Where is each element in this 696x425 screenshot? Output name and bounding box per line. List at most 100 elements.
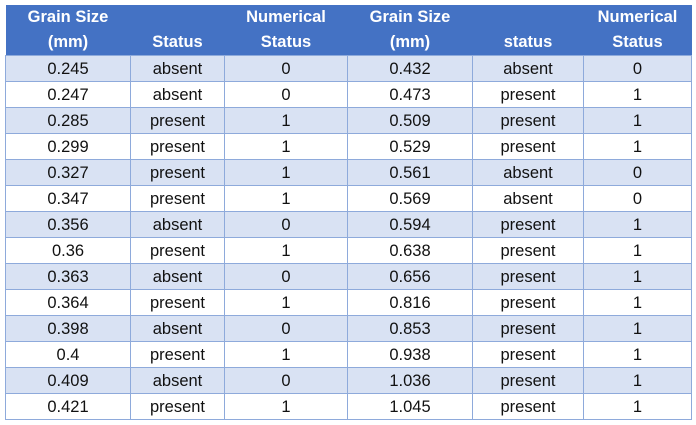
header-line: Status [152, 33, 203, 51]
numerical-status-cell: 1 [583, 341, 692, 368]
table-row: 0.36 present 1 0.638 present 1 [5, 237, 692, 264]
grain-size-cell: 0.509 [347, 107, 473, 134]
numerical-status-cell: 1 [583, 393, 692, 420]
status-cell: present [472, 315, 584, 342]
grain-size-table: Grain Size (mm) Status Numerical Status … [5, 5, 692, 420]
grain-size-cell: 0.816 [347, 289, 473, 316]
numerical-status-cell: 0 [224, 81, 348, 108]
grain-size-cell: 0.36 [5, 237, 131, 264]
grain-size-cell: 0.853 [347, 315, 473, 342]
status-cell: present [130, 159, 225, 186]
header-line: Grain Size [369, 8, 451, 26]
grain-size-cell: 0.363 [5, 263, 131, 290]
grain-size-cell: 0.356 [5, 211, 131, 238]
grain-size-cell: 0.594 [347, 211, 473, 238]
numerical-status-cell: 0 [224, 263, 348, 290]
numerical-status-cell: 0 [583, 185, 692, 212]
table-row: 0.245 absent 0 0.432 absent 0 [5, 55, 692, 82]
numerical-status-cell: 1 [224, 341, 348, 368]
grain-size-cell: 0.245 [5, 55, 131, 82]
grain-size-cell: 0.529 [347, 133, 473, 160]
table-row: 0.247 absent 0 0.473 present 1 [5, 81, 692, 108]
table-row: 0.4 present 1 0.938 present 1 [5, 341, 692, 368]
grain-size-cell: 0.432 [347, 55, 473, 82]
table-row: 0.398 absent 0 0.853 present 1 [5, 315, 692, 342]
grain-size-cell: 0.364 [5, 289, 131, 316]
grain-size-cell: 1.036 [347, 367, 473, 394]
numerical-status-cell: 0 [583, 159, 692, 186]
table-row: 0.347 present 1 0.569 absent 0 [5, 185, 692, 212]
numerical-status-cell: 1 [224, 133, 348, 160]
numerical-status-cell: 1 [583, 81, 692, 108]
table-row: 0.421 present 1 1.045 present 1 [5, 393, 692, 420]
header-line: Status [260, 33, 312, 51]
grain-size-cell: 0.409 [5, 367, 131, 394]
numerical-status-cell: 1 [224, 393, 348, 420]
table-row: 0.299 present 1 0.529 present 1 [5, 133, 692, 160]
table-row: 0.356 absent 0 0.594 present 1 [5, 211, 692, 238]
status-cell: absent [130, 263, 225, 290]
numerical-status-cell: 1 [583, 133, 692, 160]
header-line: status [503, 33, 553, 51]
status-cell: present [472, 211, 584, 238]
table-row: 0.285 present 1 0.509 present 1 [5, 107, 692, 134]
status-cell: absent [130, 211, 225, 238]
header-status-2: status [472, 5, 584, 56]
numerical-status-cell: 1 [583, 211, 692, 238]
status-cell: present [472, 341, 584, 368]
status-cell: present [130, 341, 225, 368]
status-cell: present [472, 81, 584, 108]
numerical-status-cell: 0 [224, 55, 348, 82]
header-line: (mm) [47, 33, 89, 51]
grain-size-cell: 0.398 [5, 315, 131, 342]
status-cell: present [130, 289, 225, 316]
numerical-status-cell: 1 [224, 107, 348, 134]
status-cell: present [472, 263, 584, 290]
numerical-status-cell: 0 [583, 55, 692, 82]
header-numerical-status-2: Numerical Status [583, 5, 692, 56]
header-line: Grain Size [27, 8, 109, 26]
grain-size-cell: 0.299 [5, 133, 131, 160]
status-cell: present [130, 393, 225, 420]
status-cell: present [130, 185, 225, 212]
grain-size-cell: 1.045 [347, 393, 473, 420]
status-cell: present [130, 107, 225, 134]
status-cell: absent [130, 315, 225, 342]
numerical-status-cell: 0 [224, 211, 348, 238]
status-cell: present [130, 237, 225, 264]
numerical-status-cell: 0 [224, 315, 348, 342]
status-cell: present [472, 133, 584, 160]
numerical-status-cell: 1 [583, 315, 692, 342]
header-line: Status [612, 33, 663, 51]
table-row: 0.364 present 1 0.816 present 1 [5, 289, 692, 316]
numerical-status-cell: 1 [583, 289, 692, 316]
numerical-status-cell: 1 [224, 159, 348, 186]
numerical-status-cell: 1 [224, 237, 348, 264]
header-numerical-status-1: Numerical Status [224, 5, 348, 56]
header-line: (mm) [389, 33, 431, 51]
grain-size-cell: 0.561 [347, 159, 473, 186]
numerical-status-cell: 1 [224, 185, 348, 212]
header-line: Numerical [246, 8, 326, 26]
status-cell: present [472, 237, 584, 264]
grain-size-cell: 0.347 [5, 185, 131, 212]
numerical-status-cell: 1 [224, 289, 348, 316]
numerical-status-cell: 1 [583, 237, 692, 264]
grain-size-cell: 0.656 [347, 263, 473, 290]
status-cell: absent [472, 159, 584, 186]
grain-size-cell: 0.473 [347, 81, 473, 108]
status-cell: absent [472, 185, 584, 212]
table-row: 0.409 absent 0 1.036 present 1 [5, 367, 692, 394]
grain-size-cell: 0.421 [5, 393, 131, 420]
grain-size-cell: 0.638 [347, 237, 473, 264]
numerical-status-cell: 1 [583, 263, 692, 290]
status-cell: absent [472, 55, 584, 82]
status-cell: present [472, 393, 584, 420]
status-cell: present [472, 367, 584, 394]
grain-size-cell: 0.569 [347, 185, 473, 212]
table-row: 0.363 absent 0 0.656 present 1 [5, 263, 692, 290]
header-row: Grain Size (mm) Status Numerical Status … [5, 5, 692, 56]
numerical-status-cell: 0 [224, 367, 348, 394]
status-cell: present [130, 133, 225, 160]
grain-size-table-container: Grain Size (mm) Status Numerical Status … [5, 5, 692, 420]
